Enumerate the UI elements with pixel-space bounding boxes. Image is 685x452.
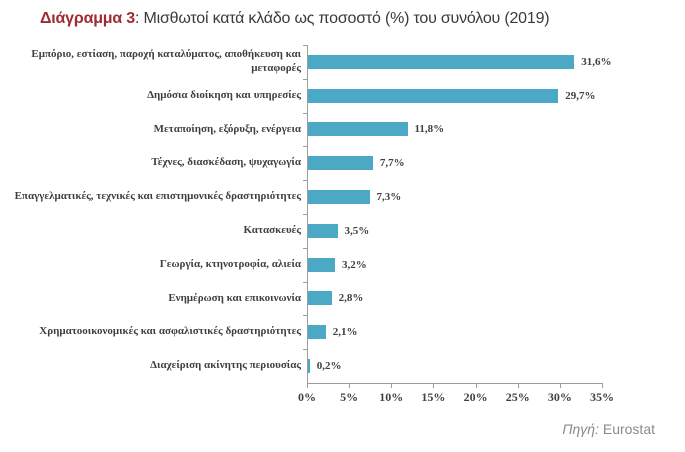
value-label: 7,7% xyxy=(379,157,405,170)
chart-title-text: : Μισθωτοί κατά κλάδο ως ποσοστό (%) του… xyxy=(134,10,550,27)
plot-cell: 11,8% xyxy=(303,112,685,147)
x-axis-line: 0% 5% 10% 15% 20% 25% 30% 35% xyxy=(298,382,614,410)
plot-cell: 7,7% xyxy=(303,146,685,181)
value-label: 7,3% xyxy=(376,191,402,204)
x-axis-tick-label: 5% xyxy=(340,389,359,404)
chart-row: Επαγγελματικές, τεχνικές και επιστημονικ… xyxy=(0,180,685,214)
chart-row: Χρηματοοικονομικές και ασφαλιστικές δρασ… xyxy=(0,315,685,350)
chart-row: Διαχείριση ακίνητης περιουσίας 0,2% xyxy=(0,349,685,383)
plot-cell: 31,6% xyxy=(303,45,685,79)
value-label: 29,7% xyxy=(565,89,596,102)
value-label: 11,8% xyxy=(414,123,445,136)
x-axis-tick-label: 25% xyxy=(505,389,530,404)
category-label: Γεωργία, κτηνοτροφία, αλιεία xyxy=(159,257,301,270)
bar xyxy=(308,325,326,340)
x-axis-tick xyxy=(433,383,435,388)
source-label: Πηγή: xyxy=(562,421,599,437)
plot-cell: 0,2% xyxy=(303,349,685,383)
plot-cell: 29,7% xyxy=(303,78,685,113)
x-axis-tick xyxy=(391,383,393,388)
x-axis-tick xyxy=(475,383,477,388)
source-note: Πηγή: Eurostat xyxy=(562,421,655,437)
chart-row: Εμπόριο, εστίαση, παροχή καταλύματος, απ… xyxy=(0,45,685,79)
bar xyxy=(308,156,373,171)
bar xyxy=(308,88,559,103)
x-axis-tick-label: 10% xyxy=(379,389,404,404)
plot-cell: 2,8% xyxy=(303,281,685,316)
value-label: 2,8% xyxy=(338,292,364,305)
value-label: 3,5% xyxy=(344,224,370,237)
x-axis-tick-label: 30% xyxy=(547,389,572,404)
bar xyxy=(308,257,335,272)
chart-row: Ενημέρωση και επικοινωνία 2,8% xyxy=(0,281,685,316)
chart-row: Κατασκευές 3,5% xyxy=(0,213,685,248)
x-axis-tick xyxy=(517,383,519,388)
x-axis-tick-label: 35% xyxy=(590,389,614,404)
plot-cell: 3,5% xyxy=(303,213,685,248)
chart-row: Γεωργία, κτηνοτροφία, αλιεία 3,2% xyxy=(0,247,685,282)
bar xyxy=(308,359,310,374)
x-axis-spacer xyxy=(0,383,307,410)
value-label: 2,1% xyxy=(332,326,358,339)
category-label: Διαχείριση ακίνητης περιουσίας xyxy=(150,359,301,372)
category-label: Ενημέρωση και επικοινωνία xyxy=(168,291,301,304)
chart-row: Τέχνες, διασκέδαση, ψυχαγωγία 7,7% xyxy=(0,146,685,181)
category-label: Μεταποίηση, εξόρυξη, ενέργεια xyxy=(153,122,301,135)
x-axis-tick xyxy=(307,383,308,388)
category-label: Χρηματοοικονομικές και ασφαλιστικές δρασ… xyxy=(39,325,301,338)
category-label: Εμπόριο, εστίαση, παροχή καταλύματος, απ… xyxy=(31,48,301,74)
x-axis: 0% 5% 10% 15% 20% 25% 30% 35% xyxy=(0,382,685,410)
bar xyxy=(308,122,408,137)
bar xyxy=(308,291,332,306)
bar xyxy=(308,190,370,205)
value-label: 31,6% xyxy=(581,55,612,68)
bar xyxy=(308,223,338,238)
x-axis-tick-label: 20% xyxy=(463,389,488,404)
category-label: Δημόσια διοίκηση και υπηρεσίες xyxy=(147,88,301,101)
source-value: Eurostat xyxy=(598,421,655,437)
bar xyxy=(308,54,575,69)
x-axis-tick xyxy=(349,383,351,388)
plot-cell: 7,3% xyxy=(303,180,685,214)
x-axis-tick xyxy=(602,383,603,388)
value-label: 0,2% xyxy=(316,360,342,373)
category-label: Τέχνες, διασκέδαση, ψυχαγωγία xyxy=(151,156,301,169)
value-label: 3,2% xyxy=(342,258,367,271)
plot-cell: 2,1% xyxy=(303,315,685,350)
category-label: Επαγγελματικές, τεχνικές και επιστημονικ… xyxy=(14,190,301,203)
x-axis-tick-label: 15% xyxy=(421,389,446,404)
x-axis-tick xyxy=(559,383,561,388)
bar-chart: Εμπόριο, εστίαση, παροχή καταλύματος, απ… xyxy=(0,45,685,410)
chart-rows: Εμπόριο, εστίαση, παροχή καταλύματος, απ… xyxy=(0,45,685,383)
chart-row: Μεταποίηση, εξόρυξη, ενέργεια 11,8% xyxy=(0,112,685,147)
category-label: Κατασκευές xyxy=(243,224,301,236)
chart-title: Διάγραμμα 3: Μισθωτοί κατά κλάδο ως ποσο… xyxy=(40,10,550,28)
chart-row: Δημόσια διοίκηση και υπηρεσίες 29,7% xyxy=(0,78,685,113)
chart-title-prefix: Διάγραμμα 3 xyxy=(40,10,135,27)
x-axis-tick-label: 0% xyxy=(298,389,316,404)
plot-cell: 3,2% xyxy=(303,247,685,282)
